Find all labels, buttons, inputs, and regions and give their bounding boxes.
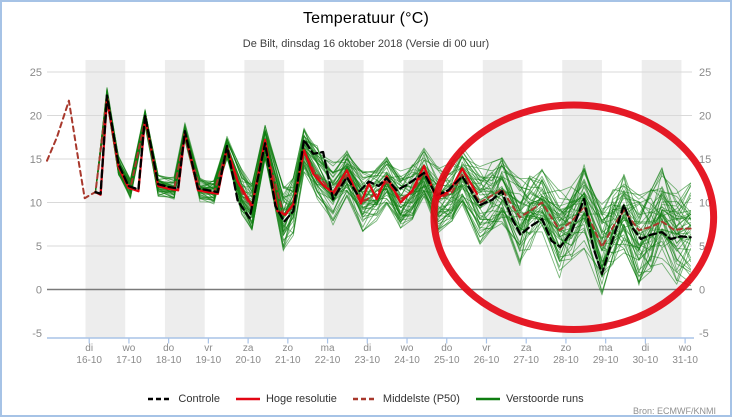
y-axis-label-right: 20: [699, 111, 711, 123]
x-axis-label-date: 27-10: [513, 355, 539, 366]
x-axis-label-date: 29-10: [593, 355, 619, 366]
x-axis-label-date: 23-10: [355, 355, 381, 366]
x-axis-label-dow: di: [85, 343, 93, 354]
legend-line-sample: [235, 397, 260, 401]
x-axis-label-dow: zo: [283, 343, 294, 354]
legend-label: Middelste (P50): [382, 393, 460, 405]
y-axis-label-left: 15: [30, 154, 42, 166]
legend-item: Hoge resolutie: [235, 393, 337, 405]
x-axis-label-date: 20-10: [235, 355, 261, 366]
x-axis-label-dow: wo: [678, 343, 692, 354]
ensemble-member-line: [95, 88, 692, 232]
x-axis-label-date: 30-10: [633, 355, 659, 366]
legend-line-sample: [148, 397, 173, 401]
x-axis-label-date: 22-10: [315, 355, 341, 366]
x-axis-label-date: 19-10: [196, 355, 222, 366]
x-axis-label-dow: do: [163, 343, 175, 354]
legend-item: Controle: [148, 393, 220, 405]
x-axis-label-dow: do: [441, 343, 453, 354]
y-axis-label-left: 5: [36, 241, 42, 253]
x-axis-label-dow: ma: [599, 343, 613, 354]
y-axis-label-left: -5: [32, 328, 42, 340]
legend-item: Middelste (P50): [352, 393, 460, 405]
x-axis-label-date: 24-10: [394, 355, 420, 366]
legend-line-sample: [352, 397, 377, 401]
y-axis-label-left: 10: [30, 198, 42, 210]
ensemble-member-line: [95, 95, 692, 284]
annotation-ellipse: [430, 101, 718, 334]
x-axis-label-date: 16-10: [76, 355, 102, 366]
source-credit: Bron: ECMWF/KNMI: [632, 406, 716, 416]
legend: Controle Hoge resolutie Middelste (P50) Ver…: [2, 393, 730, 405]
x-axis-label-dow: di: [641, 343, 649, 354]
x-axis-label-dow: wo: [122, 343, 136, 354]
x-axis-label-dow: vr: [482, 343, 491, 354]
y-axis-label-right: 5: [699, 241, 705, 253]
x-axis-label-dow: vr: [204, 343, 213, 354]
x-axis-label-date: 31-10: [672, 355, 698, 366]
y-axis-label-left: 0: [36, 285, 42, 297]
x-axis-label-date: 17-10: [116, 355, 142, 366]
y-axis-label-right: 15: [699, 154, 711, 166]
y-axis-label-left: 25: [30, 67, 42, 79]
legend-label: Verstoorde runs: [505, 393, 584, 405]
x-axis-label-date: 28-10: [553, 355, 579, 366]
y-axis-label-left: 20: [30, 111, 42, 123]
y-axis-label-right: 10: [699, 198, 711, 210]
control-line: [94, 94, 692, 275]
legend-line-sample: [475, 397, 500, 401]
x-axis-label-dow: wo: [400, 343, 414, 354]
x-axis-label-dow: ma: [321, 343, 335, 354]
x-axis-label-date: 21-10: [275, 355, 301, 366]
x-axis-label-date: 18-10: [156, 355, 182, 366]
x-axis-label-dow: za: [243, 343, 254, 354]
y-axis-label-right: 0: [699, 285, 705, 297]
y-axis-label-right: -5: [699, 328, 709, 340]
x-axis-label-dow: zo: [561, 343, 572, 354]
x-axis-label-dow: za: [521, 343, 532, 354]
chart-subtitle: De Bilt, dinsdag 16 oktober 2018 (Versie…: [242, 38, 490, 50]
x-axis-label-date: 25-10: [434, 355, 460, 366]
y-axis-label-right: 25: [699, 67, 711, 79]
legend-label: Controle: [178, 393, 220, 405]
legend-label: Hoge resolutie: [265, 393, 337, 405]
legend-item: Verstoorde runs: [475, 393, 584, 405]
x-axis-label-dow: di: [363, 343, 371, 354]
x-axis-label-date: 26-10: [474, 355, 500, 366]
day-band: [164, 60, 205, 338]
page-title: Temperatuur (°C): [302, 10, 430, 27]
